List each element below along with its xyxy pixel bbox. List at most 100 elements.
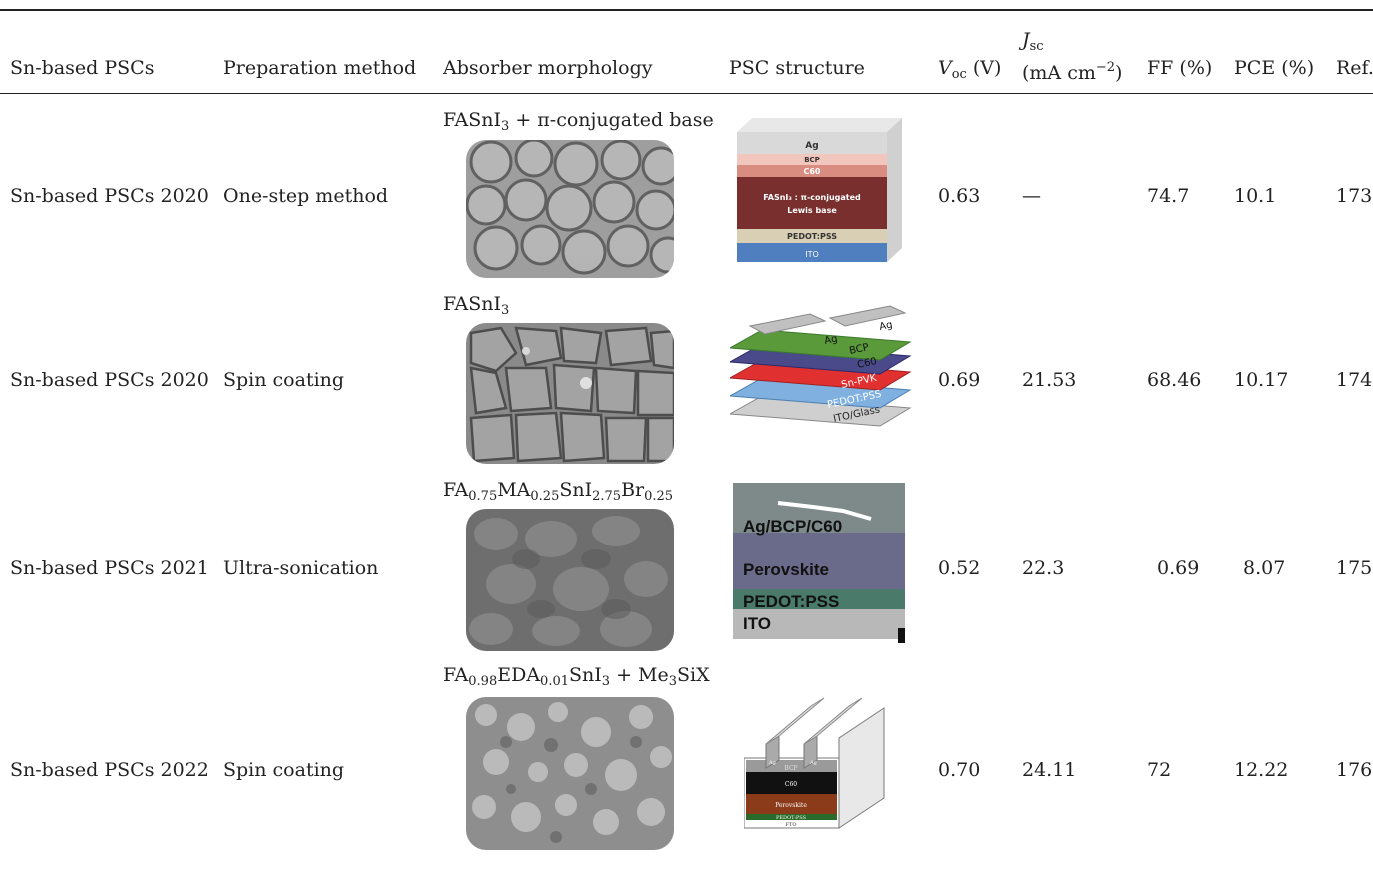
row4-morphology-label: FA0.98EDA0.01SnI3 + Me3SiX [443,663,710,694]
row3-psc: Sn-based PSCs 2021 [10,557,209,579]
row4-sem-image [466,697,674,850]
row2-psc: Sn-based PSCs 2020 [10,369,209,391]
row1-layer-5: PEDOT:PSS [787,232,837,241]
row1-jsc: — [1022,185,1041,207]
row1-layer-6: ITO [805,250,819,259]
formula-part: FA [443,479,469,501]
row3-jsc: 22.3 [1022,557,1065,579]
row2-layer-0: Ag [823,333,838,347]
row4-voc: 0.70 [938,759,981,781]
formula-part: FASnI [443,109,502,131]
formula-part: 3 [668,674,678,689]
voc-symbol: V [938,57,952,79]
formula-part: SiX [677,664,710,686]
header-absorber-morphology: Absorber morphology [443,57,653,79]
row4-layer-5: PEDOT:PSS [776,815,807,821]
row3-ff: 0.69 [1157,557,1200,579]
row3-pce: 8.07 [1243,557,1286,579]
row2-ref: 174 [1336,369,1373,391]
row1-ref: 173 [1336,185,1373,207]
formula-part: 0.25 [530,489,560,504]
formula-part: + π-conjugated base [509,109,714,131]
row1-layer-4: Lewis base [787,206,837,215]
row1-layer-3: FASnI₃ : π-conjugated [763,193,861,202]
formula-part: Br [621,479,645,501]
row2-pce: 10.17 [1234,369,1289,391]
row3-layer-3: ITO [743,614,771,633]
row2-jsc: 21.53 [1022,369,1077,391]
header-pce: PCE (%) [1234,57,1315,79]
row2-layer-2: BCP [848,342,870,357]
formula-part: + Me [610,664,669,686]
jsc-unit-sup: −2 [1095,60,1116,75]
formula-part: SnI [559,479,593,501]
row1-method: One-step method [223,185,389,207]
row1-pce: 10.1 [1234,185,1277,207]
row1-voc: 0.63 [938,185,981,207]
row4-ref: 176 [1336,759,1373,781]
jsc-symbol: J [1022,29,1030,51]
header-ff: FF (%) [1147,57,1213,79]
row4-ff: 72 [1147,759,1172,781]
row2-sem-image [466,323,674,464]
row4-layer-6: FTO [786,822,797,828]
row1-ff: 74.7 [1147,185,1190,207]
row1-psc-structure: Ag BCP C60 FASnI₃ : π-conjugated Lewis b… [737,118,907,270]
row4-layer-0: Ag [768,760,777,766]
header-jsc-unit: (mA cm−2) [1022,56,1122,85]
row4-layer-3: C60 [785,781,797,788]
formula-part: 3 [601,674,611,689]
formula-part: 0.75 [468,489,498,504]
header-voc: Voc (V) [938,56,1001,87]
row1-psc: Sn-based PSCs 2020 [10,185,209,207]
row3-method: Ultra-sonication [223,557,379,579]
header-preparation-method: Preparation method [223,57,417,79]
formula-part: 0.25 [644,489,674,504]
row2-method: Spin coating [223,369,345,391]
formula-part: FASnI [443,293,502,315]
row4-layer-2: BCP [784,765,797,772]
header-jsc-symbol: Jsc [1022,28,1044,59]
jsc-unit-b: ) [1115,62,1123,84]
formula-part: FA [443,664,469,686]
row4-pce: 12.22 [1234,759,1289,781]
row3-psc-structure: Ag/BCP/C60 Perovskite PEDOT:PSS ITO [733,483,907,647]
header-rule [0,93,1373,94]
row2-layer-1: Ag [878,319,893,333]
row2-psc-structure: Ag Ag BCP C60 Sn-PVK PEDOT:PSS ITO/Glass [728,296,912,440]
row2-morphology-label: FASnI3 [443,292,509,323]
row4-psc-structure: Ag Ag BCP C60 Perovskite PEDOT:PSS FTO [743,688,912,836]
formula-part: MA [497,479,531,501]
row1-layer-1: BCP [804,156,820,164]
formula-part: 3 [501,119,510,134]
row4-layer-1: Ag [809,760,818,766]
row2-voc: 0.69 [938,369,981,391]
row2-ff: 68.46 [1147,369,1202,391]
header-psc-structure: PSC structure [729,57,865,79]
row4-method: Spin coating [223,759,345,781]
row4-jsc: 24.11 [1022,759,1077,781]
formula-part: EDA [497,664,541,686]
header-ref: Ref. [1336,57,1373,79]
voc-subscript: oc [951,67,967,82]
row1-morphology-label: FASnI3 + π-conjugated base [443,108,714,139]
row1-layer-2: C60 [803,167,820,176]
formula-part: SnI [569,664,602,686]
formula-part: 0.98 [468,674,498,689]
header-sn-psc: Sn-based PSCs [10,57,155,79]
row3-layer-2: PEDOT:PSS [743,592,839,611]
row1-layer-0: Ag [805,141,818,151]
jsc-unit-a: (mA cm [1022,62,1096,84]
row3-sem-image [466,509,674,651]
row3-morphology-label: FA0.75MA0.25SnI2.75Br0.25 [443,478,673,509]
formula-part: 3 [501,303,510,318]
formula-part: 0.01 [540,674,569,689]
top-rule [0,9,1373,11]
row1-sem-image [466,140,674,278]
row3-voc: 0.52 [938,557,981,579]
row3-layer-0: Ag/BCP/C60 [743,517,842,536]
voc-unit: (V) [966,57,1002,79]
row4-psc: Sn-based PSCs 2022 [10,759,209,781]
row3-ref: 175 [1336,557,1373,579]
